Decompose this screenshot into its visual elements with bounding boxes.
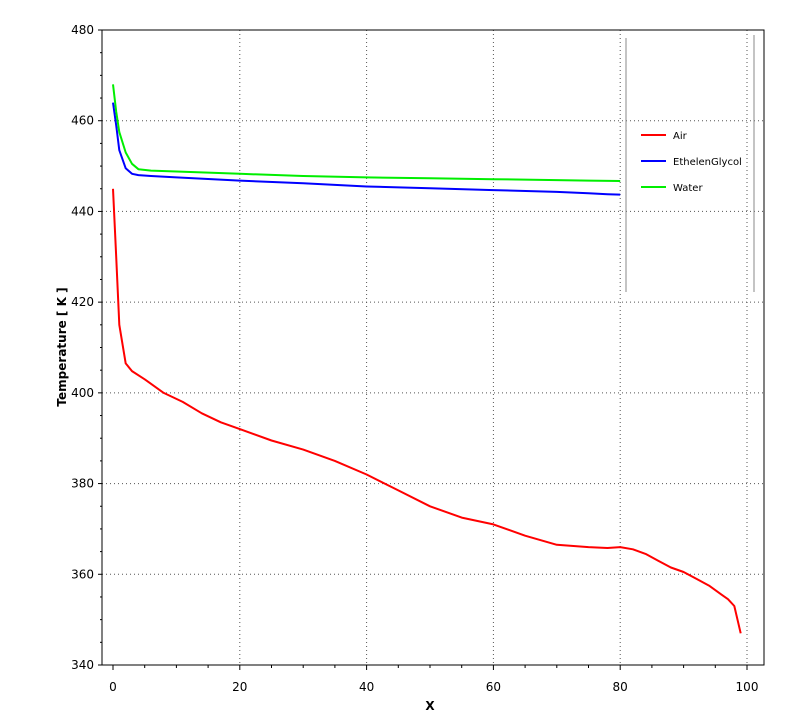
x-tick-label: 100 [736,680,759,694]
x-tick-label: 0 [109,680,117,694]
y-tick-label: 380 [71,477,94,491]
y-tick-label: 360 [71,567,94,581]
x-tick-label: 80 [613,680,628,694]
y-tick-label: 440 [71,204,94,218]
series-line-ethelenglycol [112,102,621,196]
y-axis-title: Temperature [ K ] [55,287,69,406]
series-line-water [112,84,621,182]
y-tick-label: 340 [71,658,94,672]
axis-ticks: 340 360 380 400 420 440 460 480 0 20 40 60 80 100 [71,23,758,694]
series-lines [112,84,742,634]
series-line-air [112,188,742,634]
y-tick-label: 420 [71,295,94,309]
x-tick-label: 40 [359,680,374,694]
y-tick-label: 480 [71,23,94,37]
legend-label-air: Air [673,131,688,142]
x-tick-label: 20 [232,680,247,694]
legend-label-ethelenglycol: EthelenGlycol [673,157,742,168]
legend: Air EthelenGlycol Water [625,35,755,292]
x-axis-title: X [425,699,435,713]
y-tick-label: 460 [71,114,94,128]
plot-frame [101,29,765,666]
legend-label-water: Water [673,183,703,194]
x-tick-label: 60 [486,680,501,694]
y-tick-label: 400 [71,386,94,400]
grid [102,30,764,665]
